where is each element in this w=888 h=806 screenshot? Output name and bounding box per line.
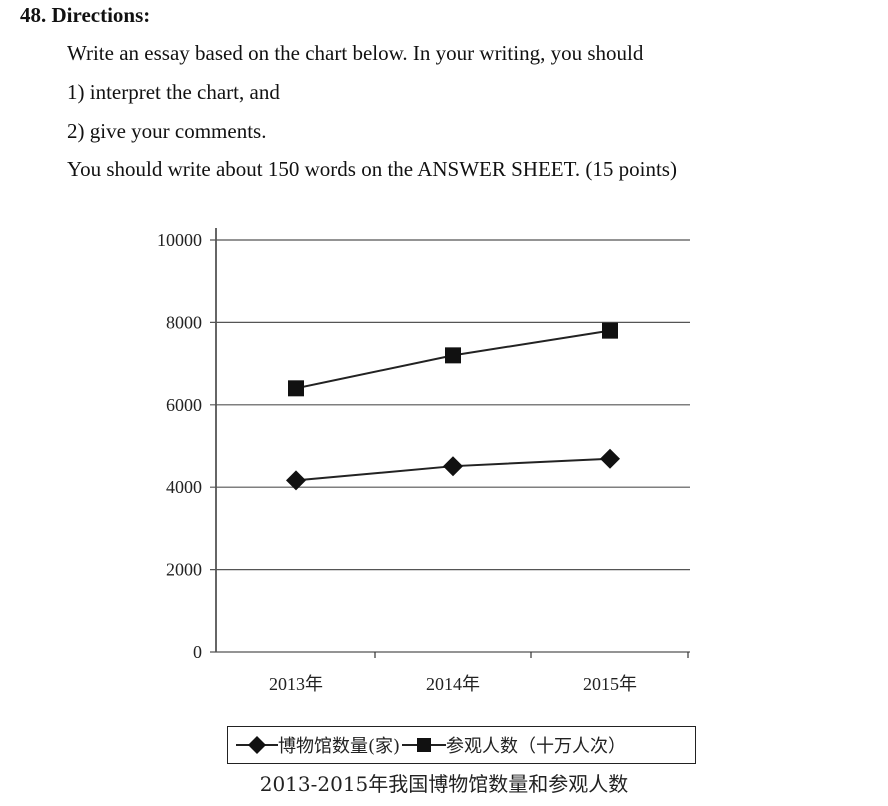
legend-label-visitors: 参观人数（十万人次） (446, 736, 627, 757)
instruction-line-3: 2) give your comments. (67, 119, 267, 143)
legend-item-museums: 博物馆数量(家) (236, 732, 400, 758)
instruction-line-1: Write an essay based on the chart below.… (67, 41, 644, 65)
line-chart: 0 2000 4000 6000 8000 10000 2013年 2014年 2015年 (157, 228, 690, 694)
x-tick-label: 2014年 (426, 674, 480, 694)
data-point-diamond (443, 456, 463, 477)
y-tick-label: 10000 (157, 230, 202, 250)
data-point-square (288, 380, 304, 397)
chart-title: 2013-2015年我国博物馆数量和参观人数 (259, 772, 629, 796)
square-marker-icon (402, 738, 447, 752)
y-tick-label: 0 (193, 642, 202, 662)
x-tick-label: 2013年 (269, 674, 323, 694)
x-tick-label: 2015年 (583, 674, 637, 694)
data-point-square (445, 347, 461, 364)
question-heading: 48. Directions: (20, 3, 151, 27)
instruction-line-2: 1) interpret the chart, and (67, 80, 280, 104)
data-point-diamond (286, 470, 306, 491)
chart-legend: 博物馆数量(家) 参观人数（十万人次） (227, 726, 696, 764)
y-tick-label: 4000 (166, 477, 202, 497)
legend-label-museums: 博物馆数量(家) (278, 736, 401, 757)
instruction-line-4: You should write about 150 words on the … (67, 157, 677, 181)
data-point-diamond (600, 448, 620, 469)
y-tick-label: 2000 (166, 560, 202, 580)
y-tick-label: 8000 (166, 312, 202, 332)
legend-item-visitors: 参观人数（十万人次） (402, 732, 626, 758)
diamond-marker-icon (236, 736, 278, 754)
data-point-square (602, 322, 618, 339)
y-tick-label: 6000 (166, 395, 202, 415)
